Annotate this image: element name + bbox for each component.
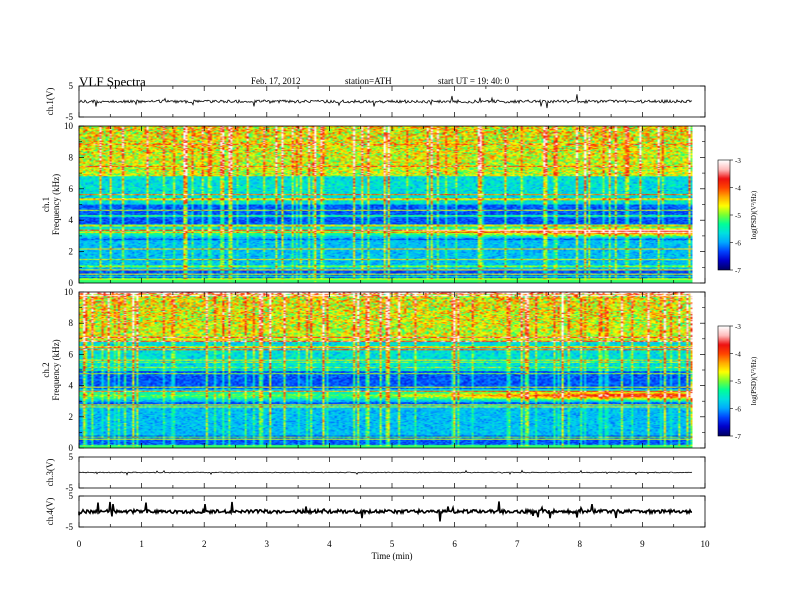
ch2-spectrogram-ylabel-frequency: Frequency (kHz) (51, 339, 61, 400)
chart-title: VLF Spectra (79, 74, 146, 89)
ch4-waveform-ytick-label: -5 (66, 522, 74, 532)
ch2-spectrogram-colorbar (718, 326, 730, 436)
ch1-spectrogram-colorbar-tick-label: -5 (735, 212, 741, 220)
ch1-waveform-ytick-label: -5 (66, 112, 74, 122)
ch2-spectrogram-colorbar-label: log(PSD)(V²/Hz) (750, 356, 758, 405)
ch1-spectrogram-image (79, 126, 693, 283)
ch2-spectrogram-ytick-label: 2 (69, 412, 74, 422)
xtick-label: 6 (452, 539, 457, 549)
ch2-spectrogram-ylabel-channel: ch.2 (41, 362, 51, 377)
ch3-waveform-trace (78, 469, 693, 476)
ch3-waveform-ylabel: ch.3(V) (45, 459, 55, 487)
ch2-spectrogram-ytick-label: 6 (69, 349, 74, 359)
ch2-spectrogram-ytick-label: 8 (69, 318, 74, 328)
ch1-spectrogram-ytick-label: 6 (69, 184, 74, 194)
xtick-label: 10 (701, 539, 711, 549)
ch2-spectrogram-colorbar-tick-label: -5 (735, 378, 741, 386)
ch1-spectrogram-ylabel-channel: ch.1 (41, 197, 51, 212)
ch2-spectrogram-colorbar-tick-label: -3 (735, 323, 741, 331)
ch3-waveform-ytick-label: -5 (66, 483, 74, 493)
ch1-spectrogram-ytick-label: 4 (69, 215, 74, 225)
ch2-spectrogram-colorbar-tick-label: -7 (735, 433, 741, 441)
ch1-spectrogram-colorbar-label: log(PSD)(V²/Hz) (750, 190, 758, 239)
ch1-spectrogram-colorbar (718, 160, 730, 270)
x-axis-label: Time (min) (372, 551, 413, 561)
xtick-label: 1 (139, 539, 144, 549)
xtick-label: 0 (77, 539, 82, 549)
ch2-spectrogram-image (79, 292, 693, 448)
xtick-label: 9 (640, 539, 645, 549)
ch1-spectrogram-ytick-label: 10 (64, 121, 74, 131)
header-station: station=ATH (345, 76, 392, 86)
ch1-spectrogram-colorbar-tick-label: -7 (735, 267, 741, 275)
xtick-label: 2 (202, 539, 207, 549)
ch2-spectrogram-ytick-label: 0 (69, 443, 74, 453)
ch1-spectrogram-ylabel-frequency: Frequency (kHz) (51, 174, 61, 235)
ch2-spectrogram-ytick-label: 4 (69, 381, 74, 391)
ch2-spectrogram-colorbar-tick-label: -4 (735, 351, 741, 359)
header-date: Feb. 17, 2012 (251, 76, 301, 86)
ch1-spectrogram-ytick-label: 8 (69, 152, 74, 162)
ch4-waveform-ytick-label: 5 (69, 491, 74, 501)
ch1-spectrogram-ytick-label: 0 (69, 278, 74, 288)
ch1-waveform-ytick-label: 5 (69, 81, 74, 91)
xtick-label: 5 (390, 539, 395, 549)
ch1-waveform-trace (78, 94, 693, 109)
ch1-spectrogram-colorbar-tick-label: -6 (735, 240, 741, 248)
ch4-waveform-ylabel: ch.4(V) (45, 498, 55, 526)
xtick-label: 8 (578, 539, 583, 549)
ch3-waveform-ytick-label: 5 (69, 452, 74, 462)
header-start-time: start UT = 19: 40: 0 (438, 76, 510, 86)
ch2-spectrogram-colorbar-tick-label: -6 (735, 406, 741, 414)
xtick-label: 3 (265, 539, 270, 549)
ch4-waveform-trace (78, 501, 693, 522)
ch1-spectrogram-ytick-label: 2 (69, 247, 74, 257)
xtick-label: 4 (327, 539, 332, 549)
xtick-label: 7 (515, 539, 520, 549)
ch1-spectrogram-colorbar-tick-label: -3 (735, 157, 741, 165)
ch1-waveform-ylabel: ch.1(V) (45, 88, 55, 116)
ch2-spectrogram-ytick-label: 10 (64, 287, 74, 297)
ch1-spectrogram-colorbar-tick-label: -4 (735, 185, 741, 193)
